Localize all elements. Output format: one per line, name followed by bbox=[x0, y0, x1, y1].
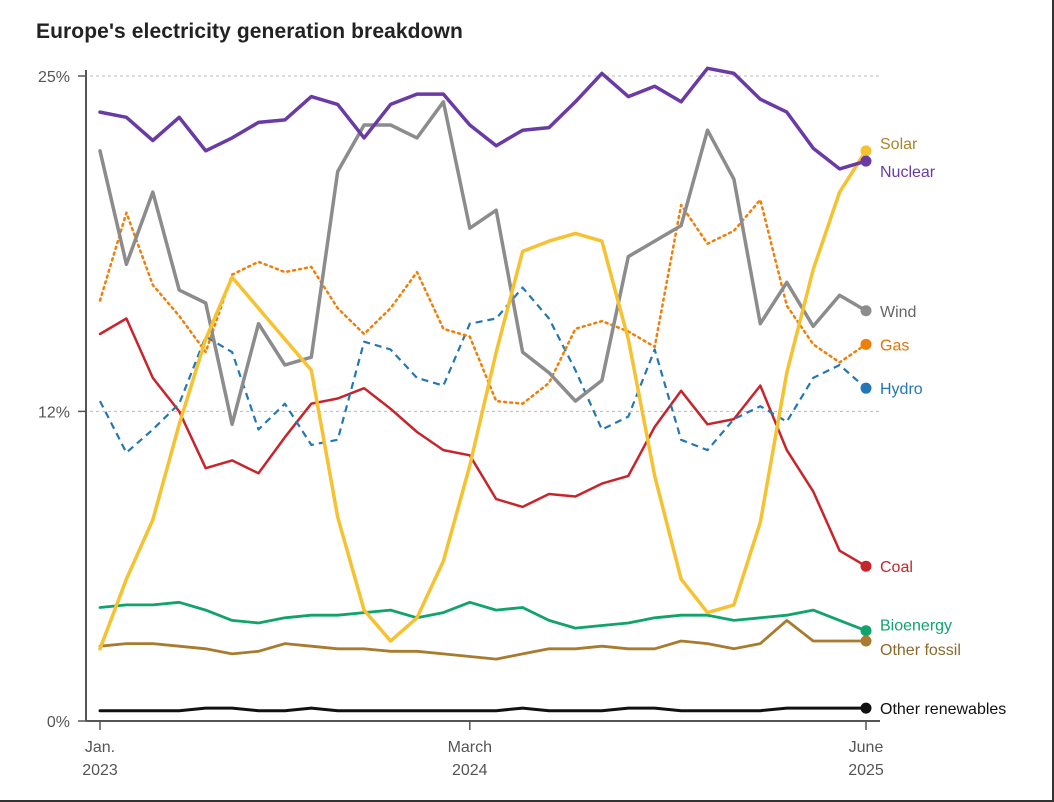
series-lines bbox=[98, 66, 868, 713]
series-line-other-fossil bbox=[98, 619, 868, 661]
end-marker-wind bbox=[860, 305, 872, 317]
end-marker-other-fossil bbox=[860, 635, 872, 647]
chart-title: Europe's electricity generation breakdow… bbox=[36, 20, 463, 43]
series-line-bioenergy bbox=[98, 600, 868, 633]
series-labels: Solar Nuclear Wind Gas Hydro Coal Bioenergy Oth… bbox=[860, 136, 1006, 718]
end-marker-other-renewables bbox=[860, 702, 872, 714]
series-line-hydro bbox=[99, 286, 867, 454]
end-marker-nuclear bbox=[860, 155, 872, 167]
series-label-wind: Wind bbox=[880, 304, 916, 321]
series-line-solar bbox=[98, 149, 868, 651]
end-marker-solar bbox=[860, 145, 872, 157]
x-tick-label-year: 2023 bbox=[82, 762, 118, 779]
series-line-other-renewables bbox=[98, 706, 868, 713]
end-marker-bioenergy bbox=[860, 625, 872, 637]
x-tick-label-month: Jan. bbox=[85, 739, 115, 756]
series-label-other-renewables: Other renewables bbox=[880, 701, 1006, 718]
series-line-gas bbox=[98, 198, 868, 405]
y-tick-label: 0% bbox=[47, 714, 70, 731]
series-label-solar: Solar bbox=[880, 136, 918, 153]
end-marker-coal bbox=[860, 560, 872, 572]
y-tick-label: 12% bbox=[38, 404, 70, 421]
series-label-hydro: Hydro bbox=[880, 381, 923, 398]
series-label-other-fossil: Other fossil bbox=[880, 642, 961, 659]
series-line-nuclear bbox=[98, 66, 868, 171]
series-label-nuclear: Nuclear bbox=[880, 164, 936, 181]
series-label-coal: Coal bbox=[880, 559, 913, 576]
end-marker-hydro bbox=[860, 382, 872, 394]
series-label-gas: Gas bbox=[880, 337, 909, 354]
x-tick-label-year: 2024 bbox=[452, 762, 488, 779]
x-tick-label-month: June bbox=[849, 739, 884, 756]
x-tick-label-year: 2025 bbox=[848, 762, 884, 779]
x-tick-label-month: March bbox=[448, 739, 492, 756]
axes: 25% 12% 0% Jan. 2023 March 2024 June 2025 bbox=[38, 69, 884, 779]
y-tick-label: 25% bbox=[38, 69, 70, 86]
end-marker-gas bbox=[860, 338, 872, 350]
series-line-wind bbox=[98, 100, 868, 427]
series-line-coal bbox=[98, 317, 868, 568]
gridlines bbox=[84, 75, 880, 412]
series-label-bioenergy: Bioenergy bbox=[880, 618, 952, 635]
